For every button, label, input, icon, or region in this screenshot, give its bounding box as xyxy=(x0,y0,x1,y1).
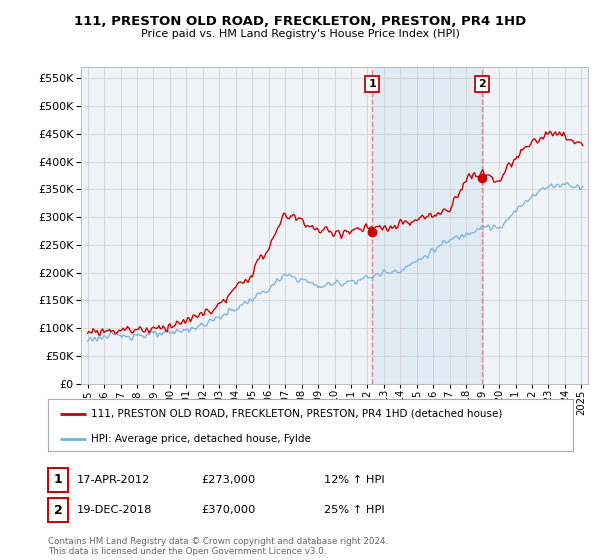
Text: 19-DEC-2018: 19-DEC-2018 xyxy=(77,505,152,515)
Text: 111, PRESTON OLD ROAD, FRECKLETON, PRESTON, PR4 1HD: 111, PRESTON OLD ROAD, FRECKLETON, PREST… xyxy=(74,15,526,27)
Text: Price paid vs. HM Land Registry's House Price Index (HPI): Price paid vs. HM Land Registry's House … xyxy=(140,29,460,39)
Text: £370,000: £370,000 xyxy=(201,505,256,515)
Text: HPI: Average price, detached house, Fylde: HPI: Average price, detached house, Fyld… xyxy=(91,435,311,445)
Text: 2: 2 xyxy=(478,79,486,89)
Text: Contains HM Land Registry data © Crown copyright and database right 2024.
This d: Contains HM Land Registry data © Crown c… xyxy=(48,536,388,556)
Text: £273,000: £273,000 xyxy=(201,475,255,485)
Text: 17-APR-2012: 17-APR-2012 xyxy=(77,475,150,485)
Text: 1: 1 xyxy=(368,79,376,89)
Text: 2: 2 xyxy=(53,503,62,517)
Bar xyxy=(372,67,482,384)
Text: 111, PRESTON OLD ROAD, FRECKLETON, PRESTON, PR4 1HD (detached house): 111, PRESTON OLD ROAD, FRECKLETON, PREST… xyxy=(91,409,502,419)
Text: 1: 1 xyxy=(53,473,62,487)
Text: 12% ↑ HPI: 12% ↑ HPI xyxy=(324,475,385,485)
Text: 25% ↑ HPI: 25% ↑ HPI xyxy=(324,505,385,515)
